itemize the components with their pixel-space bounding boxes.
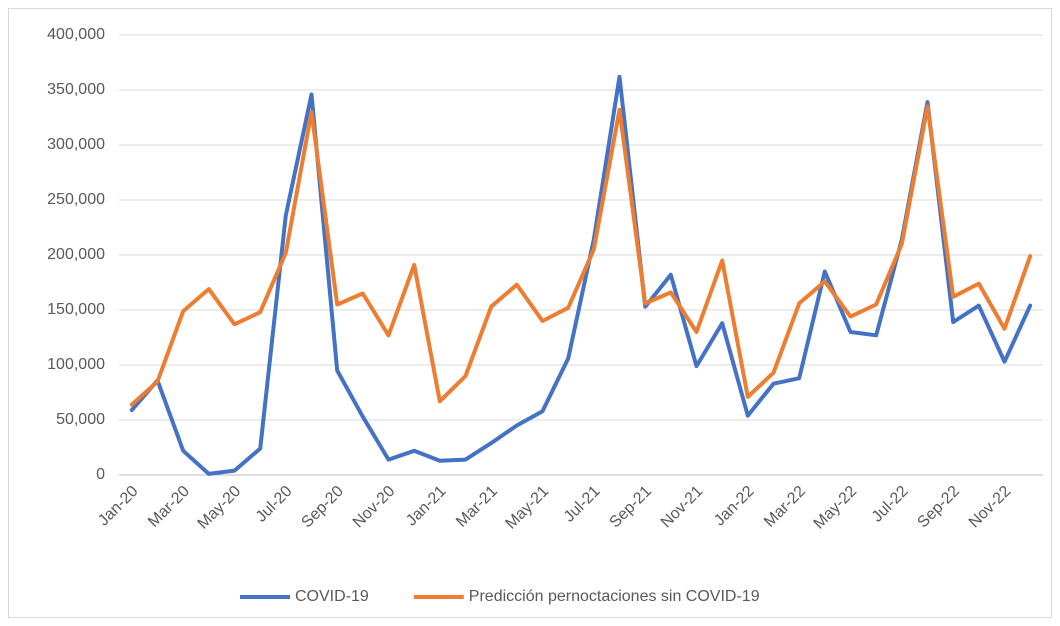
y-tick-label: 50,000 bbox=[56, 411, 105, 428]
series-line bbox=[129, 74, 1033, 476]
y-tick-label: 400,000 bbox=[47, 26, 105, 43]
y-tick-label: 250,000 bbox=[47, 191, 105, 208]
y-tick-label: 300,000 bbox=[47, 136, 105, 153]
y-tick-label: 100,000 bbox=[47, 356, 105, 373]
y-tick-label: 200,000 bbox=[47, 246, 105, 263]
chart-border bbox=[8, 8, 1052, 618]
y-tick-label: 150,000 bbox=[47, 301, 105, 318]
y-tick-label: 0 bbox=[96, 466, 105, 483]
y-tick-label: 350,000 bbox=[47, 81, 105, 98]
legend-label: COVID-19 bbox=[295, 588, 369, 605]
series-line bbox=[129, 104, 1033, 407]
legend-label: Predicción pernoctaciones sin COVID-19 bbox=[469, 588, 760, 605]
